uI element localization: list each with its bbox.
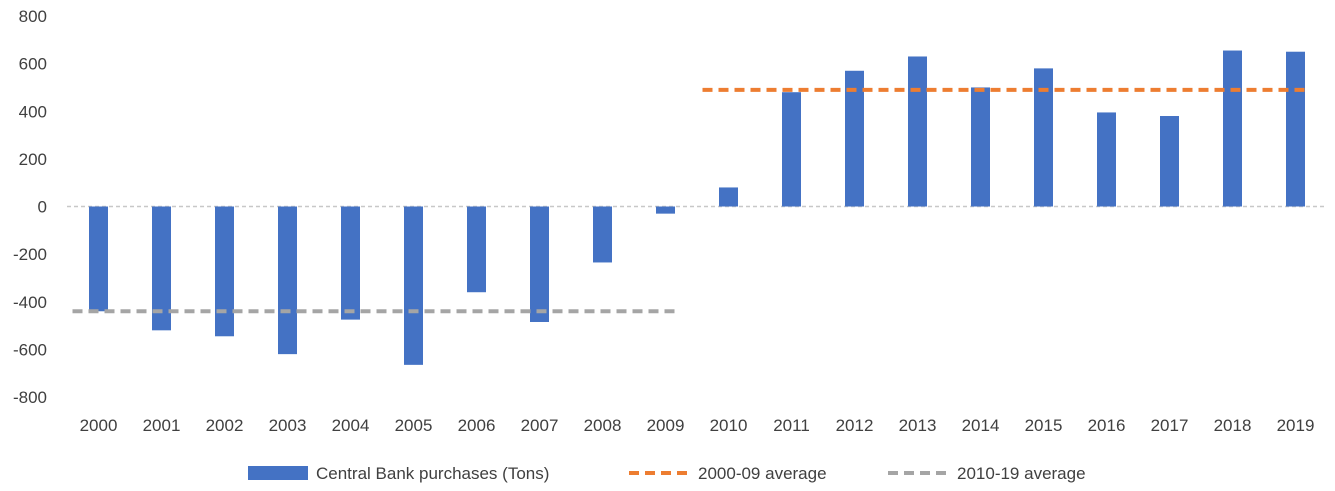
x-tick-label: 2017	[1151, 416, 1189, 435]
legend-item: 2010-19 average	[888, 464, 1086, 483]
average-lines	[72, 87, 1309, 314]
x-tick-label: 2016	[1088, 416, 1126, 435]
bar-2019	[1286, 51, 1305, 207]
bar-2011	[782, 92, 801, 207]
y-tick-label: -400	[13, 293, 47, 312]
x-tick-label: 2002	[206, 416, 244, 435]
bar-2000	[89, 206, 108, 312]
bar-2004	[341, 206, 360, 320]
x-tick-label: 2009	[647, 416, 685, 435]
bar-2010	[719, 187, 738, 207]
x-tick-label: 2005	[395, 416, 433, 435]
bar-2008	[593, 206, 612, 263]
y-tick-label: -200	[13, 245, 47, 264]
bar-2017	[1160, 116, 1179, 207]
y-tick-label: 600	[19, 55, 47, 74]
x-tick-label: 2004	[332, 416, 370, 435]
bar-series	[89, 50, 1305, 365]
x-tick-label: 2006	[458, 416, 496, 435]
bar-2003	[278, 206, 297, 355]
legend-label: Central Bank purchases (Tons)	[316, 464, 549, 483]
x-tick-label: 2001	[143, 416, 181, 435]
y-tick-label: 200	[19, 150, 47, 169]
legend-label: 2000-09 average	[698, 464, 827, 483]
legend-swatch-bar	[248, 466, 308, 480]
x-tick-label: 2011	[773, 416, 810, 435]
legend: Central Bank purchases (Tons) 2000-09 ave…	[248, 464, 1086, 483]
legend-item: 2000-09 average	[629, 464, 827, 483]
legend-item: Central Bank purchases (Tons)	[248, 464, 549, 483]
bar-2012	[845, 70, 864, 207]
x-axis-ticks: 2000 2001 2002 2003 2004 2005 2006 2007 2008 2009…	[80, 416, 1315, 435]
legend-label: 2010-19 average	[957, 464, 1086, 483]
y-tick-label: -800	[13, 388, 47, 407]
x-tick-label: 2019	[1277, 416, 1315, 435]
bar-2005	[404, 206, 423, 365]
bar-2013	[908, 56, 927, 207]
x-tick-label: 2014	[962, 416, 1000, 435]
bar-2001	[152, 206, 171, 331]
bar-2006	[467, 206, 486, 293]
bar-2002	[215, 206, 234, 337]
x-tick-label: 2015	[1025, 416, 1063, 435]
bar-2018	[1223, 50, 1242, 207]
x-tick-label: 2008	[584, 416, 622, 435]
x-tick-label: 2010	[710, 416, 748, 435]
x-tick-label: 2018	[1214, 416, 1252, 435]
bar-2016	[1097, 112, 1116, 207]
x-tick-label: 2013	[899, 416, 937, 435]
bar-2014	[971, 87, 990, 207]
bar-2009	[656, 206, 675, 214]
x-tick-label: 2003	[269, 416, 307, 435]
bar-2015	[1034, 68, 1053, 207]
y-tick-label: 400	[19, 102, 47, 121]
x-tick-label: 2000	[80, 416, 118, 435]
y-axis-ticks: 800 600 400 200 0 -200 -400 -600 -800	[13, 7, 47, 407]
bar-2007	[530, 206, 549, 322]
x-tick-label: 2007	[521, 416, 559, 435]
y-tick-label: 800	[19, 7, 47, 26]
x-tick-label: 2012	[836, 416, 874, 435]
y-tick-label: 0	[38, 198, 47, 217]
y-tick-label: -600	[13, 340, 47, 359]
